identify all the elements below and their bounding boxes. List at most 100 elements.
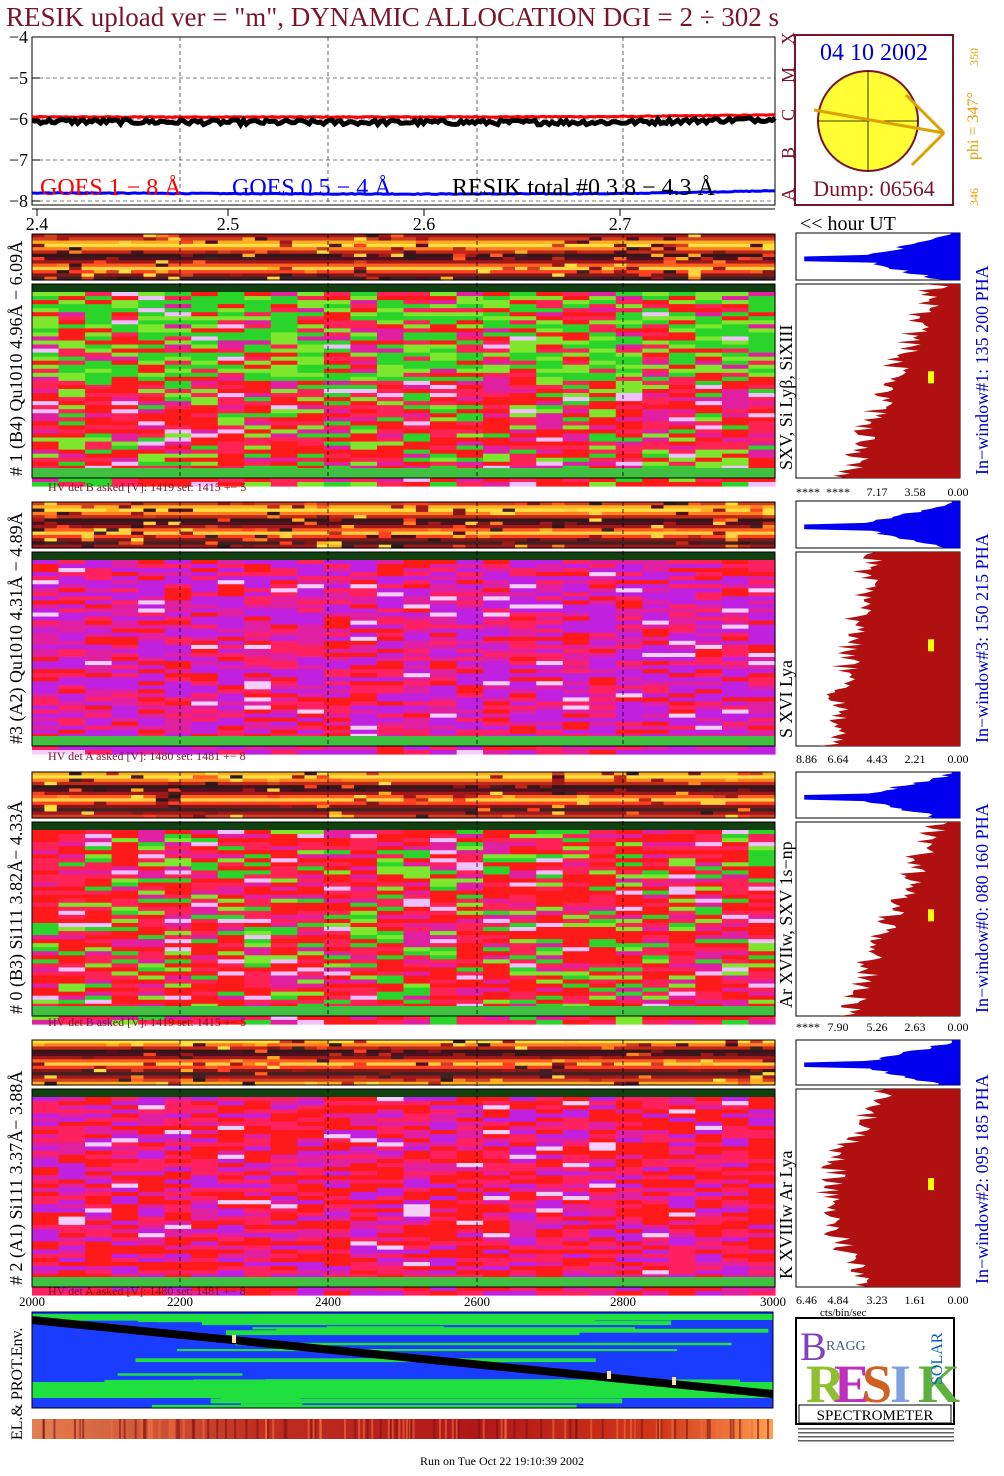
spectrum-pixel bbox=[191, 608, 219, 614]
spectrum-pixel bbox=[242, 544, 256, 549]
spectrum-pixel bbox=[642, 449, 670, 455]
spectrum-pixel bbox=[663, 538, 677, 543]
spectrum-pixel bbox=[376, 669, 405, 674]
spectrum-pixel bbox=[614, 541, 627, 546]
spectrum-pixel bbox=[465, 276, 479, 281]
spectrum-pixel bbox=[615, 409, 643, 414]
spectrum-pixel bbox=[164, 652, 192, 658]
spectrum-pixel bbox=[483, 393, 511, 398]
spectrum-pixel bbox=[589, 628, 617, 634]
spectrum-pixel bbox=[465, 781, 479, 786]
spectrum-pixel bbox=[688, 505, 702, 510]
spectrum-pixel bbox=[329, 263, 343, 268]
spectrum-pixel bbox=[642, 568, 670, 573]
spectrum-pixel bbox=[366, 534, 380, 539]
spectrum-pixel bbox=[93, 257, 107, 261]
spectrum-pixel bbox=[725, 253, 739, 258]
spectrum-pixel bbox=[164, 376, 192, 382]
spectrum-pixel bbox=[143, 502, 157, 506]
line-label: SXV, Si Lyβ, SiXIII bbox=[776, 325, 796, 470]
spectrum-pixel bbox=[589, 273, 603, 278]
spectrum-pixel bbox=[350, 580, 378, 585]
spectrum-pixel bbox=[490, 772, 504, 776]
hist-tick-label: 6.64 bbox=[828, 752, 849, 766]
spectrum-pixel bbox=[323, 705, 352, 711]
spectrum-pixel bbox=[695, 380, 723, 386]
spectrum-pixel bbox=[180, 775, 194, 780]
spectrum-pixel bbox=[85, 588, 113, 593]
spectrum-pixel bbox=[323, 612, 352, 618]
spectrum-pixel bbox=[244, 640, 272, 646]
spectrum-pixel bbox=[626, 528, 640, 533]
spectrum-pixel bbox=[465, 538, 479, 543]
spectrum-pixel bbox=[164, 372, 192, 378]
spectrum-pixel bbox=[430, 648, 458, 654]
spectrum-pixel bbox=[695, 713, 723, 719]
spectrum-pixel bbox=[663, 270, 677, 275]
spectrum-pixel bbox=[562, 324, 590, 329]
spectrum-pixel bbox=[509, 721, 537, 727]
spectrum-pixel bbox=[85, 729, 113, 735]
spectrum-pixel bbox=[762, 778, 776, 783]
spectrum-pixel bbox=[403, 729, 431, 735]
spectrum-pixel bbox=[254, 791, 268, 796]
spectrum-pixel bbox=[168, 260, 182, 265]
spectrum-pixel bbox=[111, 661, 139, 666]
spectrum-pixel bbox=[341, 534, 355, 539]
spectrum-pixel bbox=[191, 461, 219, 467]
spectrum-pixel bbox=[205, 791, 219, 796]
spectrum-pixel bbox=[217, 701, 245, 707]
spectrum-pixel bbox=[428, 544, 442, 549]
spectrum-pixel bbox=[378, 508, 392, 513]
spectrum-pixel bbox=[536, 413, 564, 418]
spectrum-pixel bbox=[663, 772, 677, 776]
spectrum-pixel bbox=[353, 518, 367, 523]
spectrum-pixel bbox=[430, 644, 458, 650]
spectrum-pixel bbox=[242, 234, 256, 238]
spectrum-pixel bbox=[725, 243, 739, 248]
spectrum-pixel bbox=[376, 596, 405, 602]
spectrum-pixel bbox=[111, 604, 139, 610]
spectrum-pixel bbox=[725, 515, 739, 520]
spectrum-pixel bbox=[626, 260, 640, 265]
spectrum-pixel bbox=[514, 502, 528, 506]
spectrum-pixel bbox=[430, 657, 458, 662]
spectrum-pixel bbox=[217, 568, 245, 573]
spectrum-pixel bbox=[415, 273, 429, 278]
spectrum-pixel bbox=[138, 296, 166, 301]
spectrum-pixel bbox=[651, 534, 665, 539]
spectrum-pixel bbox=[695, 669, 723, 674]
spectrum-pixel bbox=[131, 538, 145, 543]
spectrum-pixel bbox=[536, 628, 564, 634]
spectrum-pixel bbox=[514, 276, 528, 281]
spectrum-pixel bbox=[589, 781, 603, 786]
spectrum-pixel bbox=[81, 273, 95, 278]
spectrum-pixel bbox=[85, 356, 113, 362]
spectrum-pixel bbox=[614, 250, 627, 255]
spectrum-pixel bbox=[244, 393, 272, 398]
spectrum-pixel bbox=[217, 534, 231, 539]
spectrum-pixel bbox=[725, 273, 739, 278]
spectrum-pixel bbox=[453, 521, 467, 526]
spectrum-pixel bbox=[164, 413, 192, 418]
spectrum-pixel bbox=[663, 781, 677, 786]
spectrum-pixel bbox=[562, 425, 590, 431]
spectrum-pixel bbox=[111, 336, 139, 342]
spectrum-pixel bbox=[85, 320, 113, 325]
spectrum-pixel bbox=[750, 772, 764, 776]
spectrum-pixel bbox=[721, 568, 750, 573]
spectrum-pixel bbox=[642, 433, 670, 439]
spectrum-pixel bbox=[456, 632, 484, 638]
spectrum-pixel bbox=[695, 600, 723, 606]
spectrum-pixel bbox=[750, 505, 764, 510]
spectrum-pixel bbox=[230, 541, 244, 546]
spectrum-pixel bbox=[562, 709, 590, 715]
spectrum-pixel bbox=[279, 528, 293, 533]
spectrum-pixel bbox=[536, 429, 564, 435]
spectrum-pixel bbox=[350, 600, 378, 606]
spectrum-pixel bbox=[138, 380, 166, 386]
spectrum-pixel bbox=[217, 673, 245, 678]
spectrum-pixel bbox=[615, 632, 643, 638]
spectrum-pixel bbox=[403, 296, 431, 301]
